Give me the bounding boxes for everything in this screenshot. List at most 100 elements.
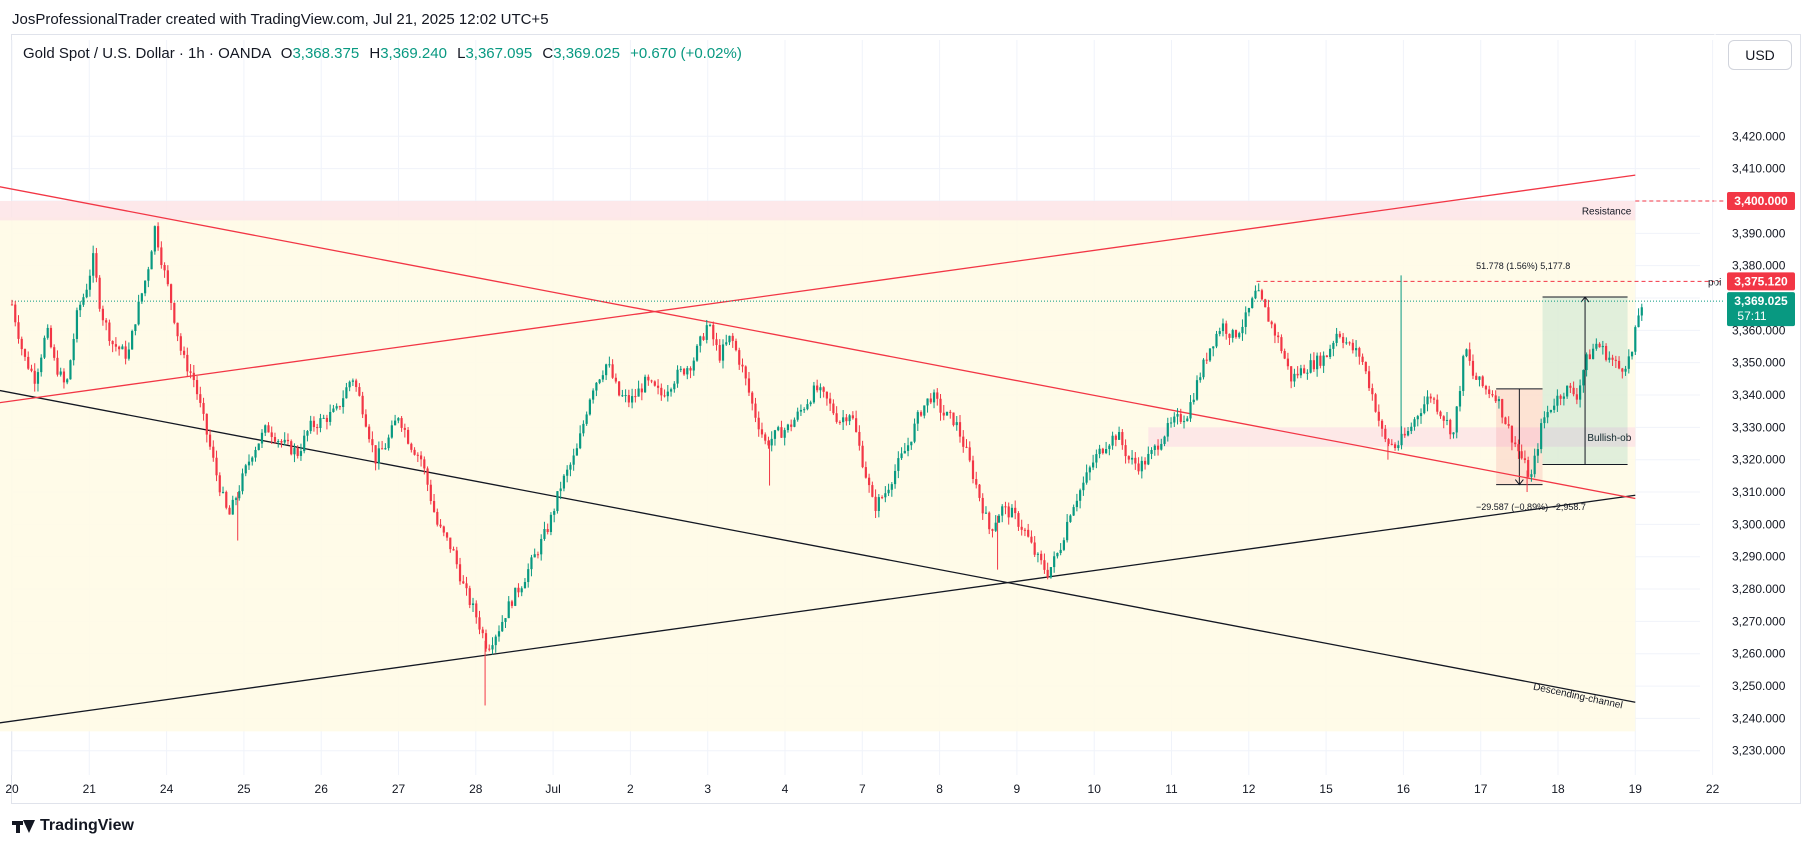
candle-body <box>1069 515 1072 522</box>
candle-body <box>1419 413 1423 417</box>
candle-body <box>767 440 770 446</box>
candle-body <box>101 308 105 321</box>
candle-body <box>962 436 965 447</box>
candle-body <box>556 491 559 512</box>
candle-body <box>1342 336 1345 343</box>
candle-body <box>124 346 127 359</box>
candle-body <box>114 344 117 347</box>
candle-body <box>598 379 601 383</box>
candle-body <box>984 512 988 514</box>
candle-body <box>913 423 916 442</box>
candle-body <box>1579 385 1582 400</box>
candle-body <box>377 448 380 464</box>
candle-body <box>1640 307 1643 316</box>
x-axis-tick-label: 2 <box>627 782 634 796</box>
candle-body <box>540 538 543 555</box>
candle-body <box>277 440 280 442</box>
candle-body <box>1556 395 1559 406</box>
candle-body <box>40 357 43 373</box>
trendline-Descending-channel <box>0 389 1636 703</box>
candle-body <box>1608 357 1611 360</box>
candle-body <box>160 247 163 266</box>
candle-body <box>189 371 192 373</box>
symbol-title[interactable]: Gold Spot / U.S. Dollar · 1h · OANDA <box>23 45 271 62</box>
candle-body <box>397 418 400 421</box>
candle-body <box>270 432 273 438</box>
candle-body <box>1432 398 1436 400</box>
candle-body <box>562 475 566 489</box>
candle-body <box>1147 453 1150 465</box>
zone-resistance <box>0 200 1636 221</box>
y-axis-tick-label: 3,230.000 <box>1732 744 1786 758</box>
candle-body <box>640 388 643 393</box>
x-axis-tick-label: 16 <box>1397 782 1411 796</box>
candle-body <box>1562 396 1565 399</box>
candle-body <box>1630 351 1634 357</box>
candle-body <box>371 439 374 446</box>
y-axis-tick-label: 3,390.000 <box>1732 226 1786 240</box>
candle-body <box>812 385 816 403</box>
candle-body <box>1488 389 1491 395</box>
candle-body <box>1591 348 1595 360</box>
candle-body <box>241 473 244 492</box>
candle-body <box>140 293 143 302</box>
candle-body <box>1270 321 1273 325</box>
candle-body <box>1390 443 1393 445</box>
candle-body <box>1426 396 1429 405</box>
candle-body <box>741 364 744 367</box>
candle-body <box>520 588 523 593</box>
candle-body <box>981 497 984 514</box>
currency-button[interactable]: USD <box>1728 40 1792 70</box>
candle-body <box>682 368 686 375</box>
candle-body <box>1478 376 1481 380</box>
candle-body <box>82 297 85 305</box>
candle-body <box>488 648 491 650</box>
candle-body <box>1303 368 1306 374</box>
candle-body <box>1111 435 1114 446</box>
candle-body <box>1046 569 1049 578</box>
candle-body <box>900 453 903 459</box>
candle-body <box>260 432 264 444</box>
candle-body <box>49 327 53 348</box>
candle-body <box>608 364 611 366</box>
candle-body <box>1257 290 1260 292</box>
candle-body <box>387 437 390 449</box>
candle-body <box>137 301 140 325</box>
candle-body <box>202 402 205 414</box>
chart-annotation: 51.778 (1.56%) 5,177.8 <box>1476 261 1570 271</box>
candle-body <box>481 629 484 634</box>
candle-body <box>413 449 416 455</box>
trendline-descending-resistance <box>0 186 1636 500</box>
candle-body <box>1027 529 1030 537</box>
candle-body <box>348 381 351 388</box>
candle-body <box>643 376 647 393</box>
candle-body <box>864 467 867 478</box>
y-axis-tick-label: 3,290.000 <box>1732 550 1786 564</box>
candle-body <box>332 408 335 412</box>
candle-body <box>14 304 17 323</box>
candle-body <box>1585 354 1588 371</box>
candle-body <box>1130 457 1134 460</box>
candle-body <box>715 339 718 346</box>
candle-body <box>1540 423 1543 450</box>
y-axis-tick-label: 3,260.000 <box>1732 647 1786 661</box>
candle-body <box>309 420 312 432</box>
candle-body <box>855 418 858 432</box>
candle-body <box>342 398 345 408</box>
candle-body <box>1286 358 1290 367</box>
candle-body <box>819 387 822 391</box>
close-label: C <box>542 45 554 62</box>
candle-body <box>887 489 890 494</box>
candle-body <box>462 581 465 584</box>
candle-body <box>585 414 588 424</box>
candle-body <box>838 421 841 423</box>
candle-body <box>1280 337 1283 351</box>
candle-body <box>1452 432 1455 435</box>
candle-body <box>1374 394 1377 412</box>
candle-body <box>393 420 397 426</box>
candle-body <box>734 340 738 351</box>
candle-body <box>958 422 962 437</box>
candle-body <box>803 409 806 411</box>
candle-body <box>153 226 156 252</box>
